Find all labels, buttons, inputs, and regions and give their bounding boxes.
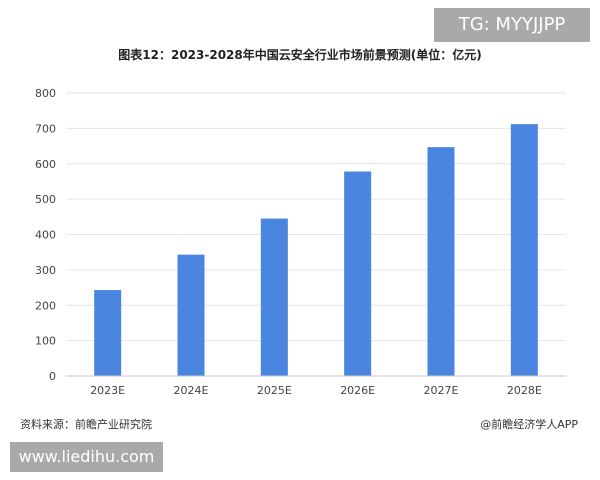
- y-tick-label: 200: [35, 299, 56, 312]
- bar-2027E: [427, 147, 455, 376]
- source-note: 资料来源：前瞻产业研究院: [20, 418, 152, 431]
- x-axis-tick-labels: 2023E 2024E 2025E 2026E 2027E 2028E: [90, 384, 542, 397]
- y-tick-label: 600: [35, 158, 56, 171]
- telegram-watermark-badge: TG: MYYJJPP: [434, 8, 590, 42]
- bar-2028E: [510, 124, 538, 376]
- bar-2023E: [94, 290, 122, 376]
- chart-title: 图表12：2023-2028年中国云安全行业市场前景预测(单位：亿元): [118, 48, 482, 62]
- y-tick-label: 700: [35, 122, 56, 135]
- bars: [94, 124, 538, 376]
- x-tick-label: 2023E: [90, 384, 125, 397]
- x-tick-label: 2027E: [424, 384, 459, 397]
- bar-2025E: [260, 218, 288, 376]
- y-tick-label: 300: [35, 264, 56, 277]
- y-tick-label: 400: [35, 229, 56, 242]
- y-tick-label: 100: [35, 335, 56, 348]
- bar-2026E: [344, 171, 372, 376]
- x-tick-label: 2025E: [257, 384, 292, 397]
- x-tick-label: 2026E: [340, 384, 375, 397]
- bar-2024E: [177, 254, 205, 376]
- x-tick-label: 2028E: [507, 384, 542, 397]
- y-tick-label: 0: [49, 370, 56, 383]
- y-axis-tick-labels: 0 100 200 300 400 500 600 700 800: [35, 87, 56, 383]
- y-tick-label: 800: [35, 87, 56, 100]
- publisher-credit: @前瞻经济学人APP: [480, 418, 578, 431]
- grid-lines: [66, 92, 566, 342]
- x-tick-label: 2024E: [174, 384, 209, 397]
- website-watermark-badge: www.liedihu.com: [10, 442, 163, 472]
- y-tick-label: 500: [35, 193, 56, 206]
